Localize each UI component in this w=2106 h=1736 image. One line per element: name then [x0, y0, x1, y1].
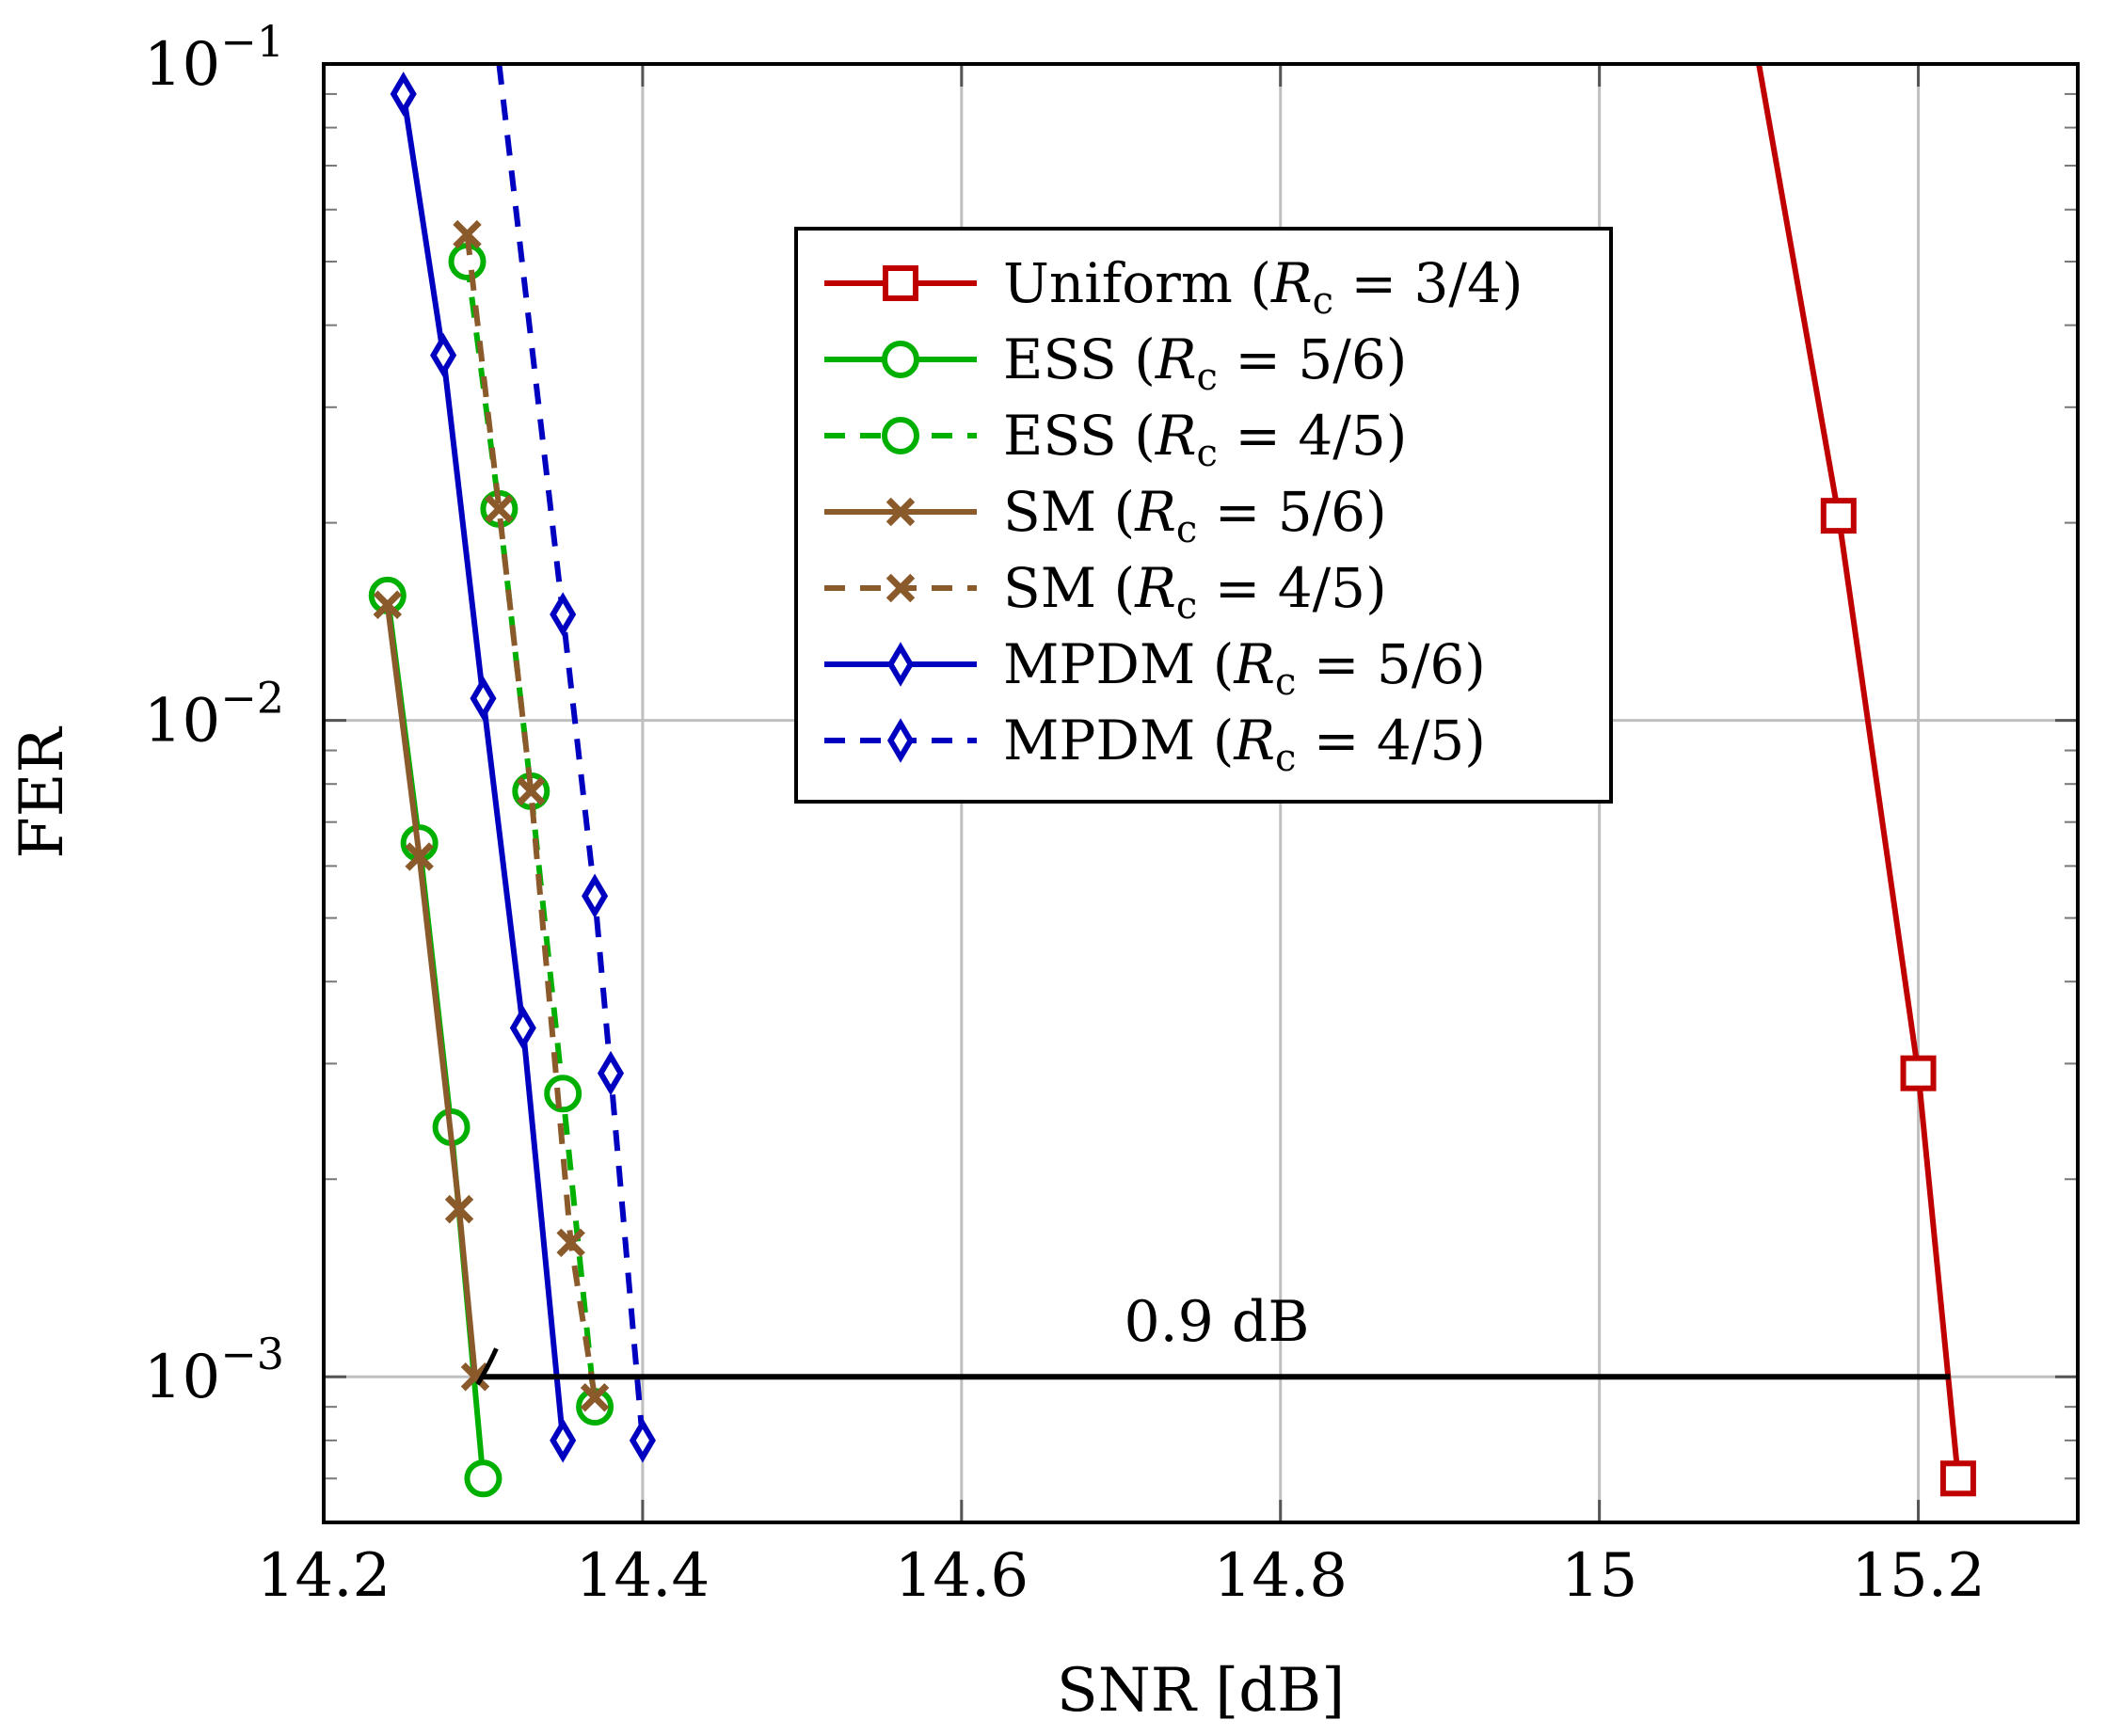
series-ess-4-5: [448, 243, 614, 1426]
data-point: [444, 1194, 474, 1224]
legend-box: [794, 227, 1613, 804]
data-point: [464, 1459, 503, 1498]
y-tick-label: 10−2: [144, 673, 284, 757]
legend-entry: Uniform (Rc = 3/4): [824, 251, 1524, 323]
data-point: [373, 590, 403, 619]
data-point: [430, 332, 457, 378]
data-point: [582, 873, 609, 919]
series-uniform: [1756, 64, 1976, 1497]
legend-label: MPDM (Rc = 5/6): [1003, 632, 1486, 704]
legend-label: Uniform (Rc = 3/4): [1003, 251, 1524, 323]
legend-entry: ESS (Rc = 5/6): [824, 327, 1407, 399]
data-point: [597, 1050, 625, 1096]
data-point: [580, 1382, 610, 1412]
series-sm-4-5: [453, 219, 610, 1412]
series-mpdm-4-5: [496, 64, 656, 1463]
data-point: [1939, 1460, 1976, 1497]
legend-entry: ESS (Rc = 4/5): [824, 404, 1407, 475]
data-point: [460, 1362, 490, 1392]
series-sm-5-6: [373, 590, 490, 1392]
y-tick-labels: 10−1 10−2 10−3: [144, 16, 284, 1412]
data-point: [453, 219, 482, 249]
series-group: [368, 64, 1976, 1498]
legend-swatch-marker: [886, 718, 915, 763]
legend-entry: SM (Rc = 5/6): [824, 480, 1387, 551]
x-tick-label: 14.6: [895, 1541, 1029, 1611]
x-tick-label: 15: [1561, 1541, 1637, 1611]
data-point: [1820, 498, 1857, 534]
legend-swatch-marker: [882, 417, 919, 454]
x-tick-labels: 14.2 14.4 14.6 14.8 15 15.2: [257, 1541, 1986, 1611]
y-tick-label: 10−3: [144, 1329, 284, 1412]
series-line: [400, 93, 566, 1441]
legend-swatch-marker: [883, 265, 918, 301]
data-point: [556, 1228, 585, 1258]
x-tick-label: 15.2: [1851, 1541, 1986, 1611]
data-point: [544, 1075, 582, 1113]
legend-swatch-marker: [882, 341, 919, 378]
series-line: [384, 604, 478, 1378]
y-axis-title: FER: [8, 726, 77, 859]
legend-label: SM (Rc = 5/6): [1003, 480, 1387, 551]
x-tick-label: 14.2: [257, 1541, 391, 1611]
y-tick-label: 10−1: [144, 16, 284, 100]
x-tick-label: 14.4: [576, 1541, 710, 1611]
legend-entry: MPDM (Rc = 4/5): [824, 709, 1486, 780]
gap-label: 0.9 dB: [1124, 1289, 1309, 1355]
legend-swatch-marker: [885, 497, 916, 527]
x-tick-label: 14.8: [1213, 1541, 1348, 1611]
series-line: [464, 261, 598, 1408]
legend-label: SM (Rc = 4/5): [1003, 556, 1387, 628]
series-line: [464, 233, 598, 1398]
data-point: [550, 592, 577, 637]
legend-swatch-marker: [886, 642, 915, 687]
legend: Uniform (Rc = 3/4)ESS (Rc = 5/6)ESS (Rc …: [794, 227, 1613, 804]
legend-label: MPDM (Rc = 4/5): [1003, 709, 1486, 780]
data-point: [550, 1418, 577, 1463]
plot-frame: [322, 62, 2080, 1524]
data-point: [509, 1005, 536, 1051]
legend-label: ESS (Rc = 4/5): [1003, 404, 1407, 475]
gap-line-end-mark: [475, 1347, 499, 1386]
series-line: [1756, 64, 1961, 1479]
data-point: [485, 494, 514, 524]
series-ess-5-6: [368, 576, 503, 1498]
data-point: [390, 72, 417, 117]
x-axis-title: SNR [dB]: [1057, 1656, 1345, 1726]
series-mpdm-5-6: [390, 72, 577, 1463]
data-point: [1900, 1055, 1937, 1091]
data-point: [470, 676, 497, 722]
legend-entry: MPDM (Rc = 5/6): [824, 632, 1486, 704]
legend-swatch-marker: [885, 573, 916, 603]
legend-label: ESS (Rc = 5/6): [1003, 327, 1407, 399]
legend-entry: SM (Rc = 4/5): [824, 556, 1387, 628]
annotation-group: 0.9 dB: [475, 1289, 1951, 1386]
data-point: [517, 776, 546, 806]
data-point: [405, 842, 434, 871]
data-point: [629, 1418, 656, 1463]
